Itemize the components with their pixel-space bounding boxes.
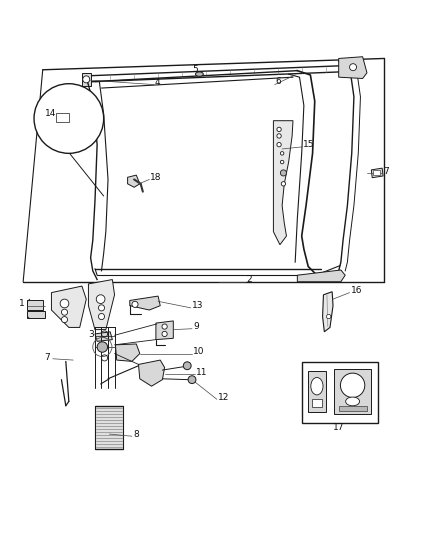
- Polygon shape: [27, 301, 43, 310]
- Polygon shape: [273, 120, 293, 245]
- Circle shape: [60, 299, 69, 308]
- FancyBboxPatch shape: [373, 171, 380, 175]
- Circle shape: [277, 127, 281, 132]
- Text: 4: 4: [155, 78, 160, 87]
- Polygon shape: [51, 286, 86, 327]
- Circle shape: [280, 160, 284, 164]
- FancyBboxPatch shape: [339, 406, 367, 411]
- Polygon shape: [138, 360, 165, 386]
- Circle shape: [184, 362, 191, 370]
- Circle shape: [280, 170, 286, 176]
- Circle shape: [61, 309, 67, 315]
- Ellipse shape: [346, 397, 360, 406]
- Text: 15: 15: [304, 140, 315, 149]
- Text: 2: 2: [247, 275, 252, 284]
- Polygon shape: [27, 311, 45, 318]
- Circle shape: [277, 142, 281, 147]
- Circle shape: [34, 84, 104, 154]
- Circle shape: [162, 324, 167, 329]
- Circle shape: [340, 373, 365, 398]
- Text: 9: 9: [193, 322, 199, 331]
- Text: 10: 10: [193, 347, 205, 356]
- Circle shape: [280, 151, 284, 155]
- Circle shape: [99, 305, 105, 311]
- FancyBboxPatch shape: [302, 362, 378, 423]
- Circle shape: [83, 76, 90, 83]
- Polygon shape: [127, 175, 140, 187]
- Ellipse shape: [311, 377, 323, 395]
- Text: 3: 3: [88, 330, 94, 339]
- FancyBboxPatch shape: [312, 399, 322, 407]
- Circle shape: [96, 295, 105, 303]
- Text: 6: 6: [276, 77, 281, 86]
- Text: 12: 12: [218, 393, 229, 401]
- Text: 11: 11: [196, 368, 208, 377]
- Polygon shape: [130, 296, 160, 310]
- Text: 7: 7: [44, 352, 50, 361]
- FancyBboxPatch shape: [95, 406, 123, 449]
- Text: 16: 16: [351, 286, 362, 295]
- Text: 8: 8: [133, 430, 139, 439]
- Ellipse shape: [195, 72, 203, 76]
- Circle shape: [277, 134, 281, 138]
- Polygon shape: [297, 270, 345, 282]
- Polygon shape: [95, 332, 113, 341]
- FancyBboxPatch shape: [56, 114, 69, 122]
- Circle shape: [61, 317, 67, 322]
- Circle shape: [99, 313, 105, 320]
- Circle shape: [132, 301, 138, 308]
- Circle shape: [326, 314, 331, 319]
- Text: 1: 1: [19, 300, 25, 309]
- Text: 14: 14: [45, 109, 57, 118]
- Circle shape: [281, 182, 286, 186]
- FancyBboxPatch shape: [334, 369, 371, 415]
- Polygon shape: [156, 321, 173, 340]
- Text: 18: 18: [150, 173, 162, 182]
- FancyBboxPatch shape: [308, 371, 325, 413]
- Circle shape: [162, 332, 167, 336]
- Circle shape: [97, 342, 108, 352]
- Text: 7: 7: [384, 167, 389, 176]
- Polygon shape: [371, 168, 383, 177]
- Text: 13: 13: [191, 301, 203, 310]
- Circle shape: [350, 63, 357, 71]
- Polygon shape: [82, 73, 91, 86]
- Polygon shape: [339, 56, 367, 78]
- Polygon shape: [116, 344, 140, 361]
- Text: 5: 5: [192, 65, 198, 74]
- Polygon shape: [322, 292, 333, 332]
- Circle shape: [188, 376, 196, 384]
- Polygon shape: [53, 108, 71, 126]
- Polygon shape: [88, 279, 115, 329]
- Text: 17: 17: [333, 423, 345, 432]
